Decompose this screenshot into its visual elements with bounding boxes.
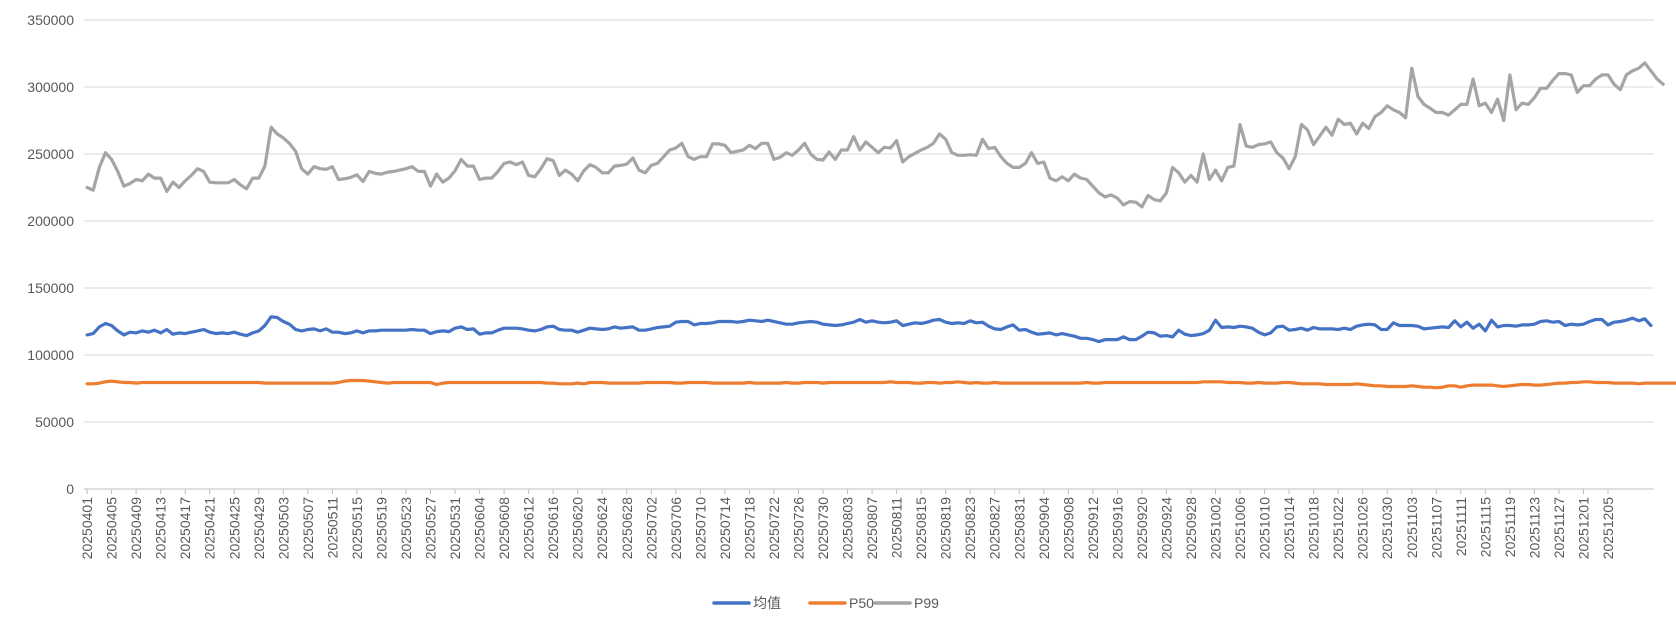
x-tick-label: 20250920 — [1134, 497, 1150, 560]
x-tick-label: 20250827 — [987, 497, 1003, 560]
x-tick-label: 20250612 — [521, 497, 537, 560]
x-tick-label: 20250519 — [373, 497, 389, 560]
x-tick-label: 20250807 — [864, 497, 880, 560]
x-tick-label: 20250628 — [619, 497, 635, 560]
x-tick-label: 20250831 — [1011, 497, 1027, 560]
x-tick-label: 20250722 — [766, 497, 782, 560]
x-tick-label: 20250417 — [177, 497, 193, 560]
y-tick-label: 150000 — [27, 280, 74, 296]
x-tick-label: 20250429 — [251, 497, 267, 560]
y-tick-label: 50000 — [35, 414, 74, 430]
x-tick-label: 20250702 — [643, 497, 659, 560]
series-lines — [87, 63, 1676, 388]
x-tick-label: 20250405 — [104, 497, 120, 560]
x-tick-label: 20250620 — [570, 497, 586, 560]
x-tick-label: 20250916 — [1109, 497, 1125, 560]
x-tick-label: 20250908 — [1060, 497, 1076, 560]
x-tick-label: 20251201 — [1575, 497, 1591, 560]
y-tick-label: 300000 — [27, 79, 74, 95]
y-tick-label: 350000 — [27, 12, 74, 28]
x-tick-label: 20250425 — [226, 497, 242, 560]
x-tick-label: 20250714 — [717, 497, 733, 560]
x-tick-label: 20251103 — [1404, 497, 1420, 558]
x-tick-label: 20251115 — [1477, 497, 1493, 557]
legend: 均值 P50 P99 — [714, 595, 939, 611]
x-tick-label: 20250401 — [79, 497, 95, 560]
x-tick-label: 20250409 — [128, 497, 144, 560]
x-tick-label: 20251018 — [1306, 497, 1322, 560]
x-tick-label: 20250511 — [324, 497, 340, 558]
x-tick-label: 20250811 — [889, 497, 905, 558]
x-tick-label: 20250730 — [815, 497, 831, 560]
x-tick-label: 20251010 — [1257, 497, 1273, 560]
x-tick-label: 20250726 — [790, 497, 806, 560]
x-tick-label: 20250515 — [349, 497, 365, 560]
x-tick-label: 20250604 — [472, 497, 488, 560]
legend-label: P50 — [849, 595, 874, 611]
series-line-3 — [87, 63, 1663, 207]
y-tick-label: 0 — [66, 481, 74, 497]
legend-label: 均值 — [753, 595, 781, 611]
x-tick-label: 20250616 — [545, 497, 561, 560]
x-tick-label: 20251111 — [1453, 497, 1469, 556]
x-tick-label: 20250803 — [840, 497, 856, 560]
x-tick-label: 20250507 — [300, 497, 316, 560]
x-tick-label: 20251014 — [1281, 497, 1297, 560]
x-tick-label: 20251002 — [1208, 497, 1224, 560]
x-tick-label: 20250912 — [1085, 497, 1101, 560]
x-tick-label: 20250904 — [1036, 497, 1052, 560]
x-tick-label: 20250421 — [202, 497, 218, 560]
x-tick-label: 20250413 — [153, 497, 169, 560]
y-tick-label: 250000 — [27, 146, 74, 162]
gridlines — [84, 20, 1654, 422]
x-tick-label: 20250819 — [938, 497, 954, 560]
x-tick-label: 20251026 — [1355, 497, 1371, 560]
x-tick-label: 20251205 — [1600, 497, 1616, 560]
x-tick-label: 20250608 — [496, 497, 512, 560]
x-tick-label: 20251119 — [1502, 497, 1518, 557]
x-tick-label: 20250718 — [741, 497, 757, 560]
x-tick-label: 20250503 — [275, 497, 291, 560]
x-tick-label: 20250815 — [913, 497, 929, 560]
x-tick-label: 20250928 — [1183, 497, 1199, 560]
x-tick-label: 20250527 — [423, 497, 439, 560]
x-tick-label: 20250710 — [692, 497, 708, 560]
x-tick-label: 20250924 — [1158, 497, 1174, 560]
y-tick-label: 100000 — [27, 347, 74, 363]
x-tick-label: 20251030 — [1379, 497, 1395, 560]
y-tick-label: 200000 — [27, 213, 74, 229]
legend-label: P99 — [914, 595, 939, 611]
x-tick-label: 20250523 — [398, 497, 414, 560]
series-line-2 — [87, 381, 1676, 388]
x-tick-label: 20250531 — [447, 497, 463, 560]
x-tick-label: 20250823 — [962, 497, 978, 560]
x-tick-label: 20251107 — [1428, 497, 1444, 558]
x-tick-label: 20251123 — [1526, 497, 1542, 558]
series-line-1 — [87, 317, 1651, 342]
x-tick-label: 20250706 — [668, 497, 684, 560]
x-tick-label: 20251127 — [1551, 497, 1567, 558]
x-tick-label: 20251006 — [1232, 497, 1248, 560]
x-tick-label: 20250624 — [594, 497, 610, 560]
x-tick-label: 20251022 — [1330, 497, 1346, 560]
